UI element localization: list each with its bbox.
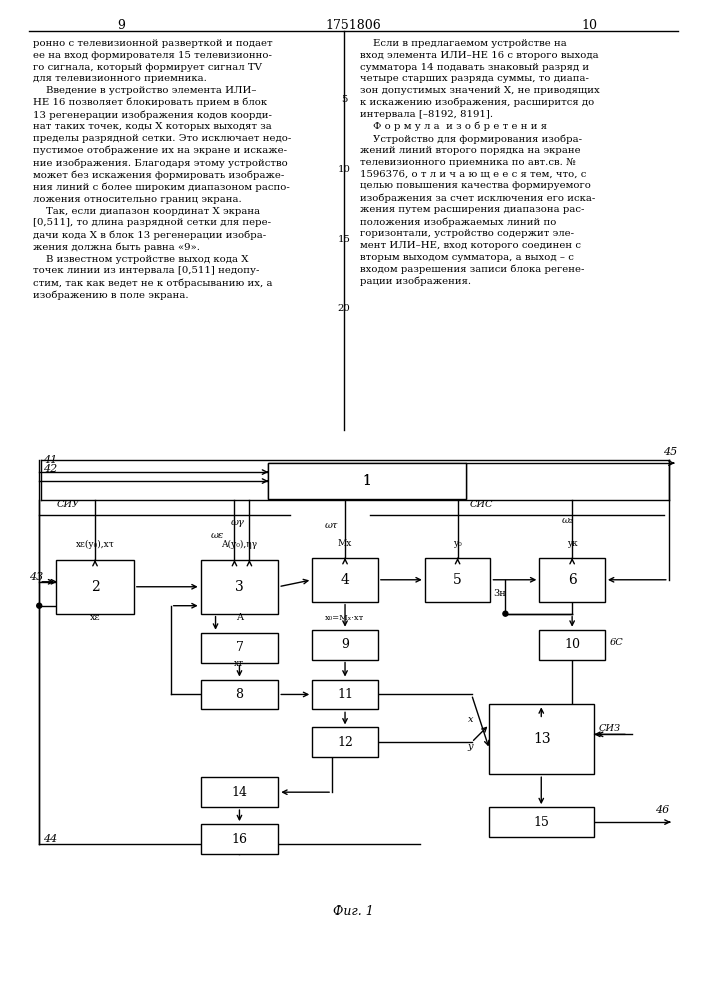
Bar [201,560,279,614]
Text: 43: 43 [29,572,44,582]
Text: ωε: ωε [211,531,224,540]
Text: 46: 46 [655,805,669,815]
Text: 15: 15 [534,816,550,829]
Text: y₀: y₀ [453,539,462,548]
Text: Mх: Mх [338,539,352,548]
Text: 5: 5 [341,95,347,104]
Text: 3: 3 [235,580,244,594]
Circle shape [37,603,42,608]
Text: 8: 8 [235,688,243,701]
Text: 1: 1 [363,474,371,488]
Text: 41: 41 [43,455,57,465]
Bar [201,680,279,709]
Text: 6: 6 [568,573,576,587]
Text: 45: 45 [662,447,677,457]
Text: ωγ: ωγ [230,518,245,527]
Text: 15: 15 [338,235,351,244]
Text: yκ: yκ [567,539,578,548]
Text: 44: 44 [43,834,57,844]
Text: 10: 10 [581,19,597,32]
Text: ωτ: ωτ [325,521,339,530]
Text: x: x [467,715,473,724]
Text: 12: 12 [337,736,353,749]
Text: A: A [236,613,243,622]
Text: 5: 5 [453,573,462,587]
Bar [312,680,378,709]
Text: xε: xε [90,613,100,622]
Text: x₀=Mₓ·xт: x₀=Mₓ·xт [325,614,365,622]
Text: A(y₀),ηγ: A(y₀),ηγ [221,540,257,549]
Text: Если в предлагаемом устройстве на
вход элемента ИЛИ–НЕ 16 с второго выхода
сумма: Если в предлагаемом устройстве на вход э… [360,39,600,286]
Bar [312,630,378,660]
Bar [539,630,605,660]
Text: ронно с телевизионной разверткой и подает
ее на вход формирователя 15 телевизион: ронно с телевизионной разверткой и подае… [33,39,291,300]
Text: 20: 20 [338,304,351,313]
Text: СИС: СИС [469,500,493,509]
Text: Фиг. 1: Фиг. 1 [332,905,373,918]
Text: 3н: 3н [493,589,506,598]
Text: xт: xт [235,659,245,668]
Text: 11: 11 [337,688,353,701]
Bar [56,560,134,614]
Text: 7: 7 [235,641,243,654]
Text: 10: 10 [564,638,580,651]
Bar [201,777,279,807]
Text: 4: 4 [341,573,349,587]
Bar [489,807,594,837]
Text: 14: 14 [231,786,247,799]
Bar [312,727,378,757]
Text: 6С: 6С [610,638,624,647]
Bar [269,463,465,499]
Text: 1: 1 [363,474,371,488]
Text: 1751806: 1751806 [325,19,381,32]
Circle shape [503,611,508,616]
Text: xε(y₀),xτ: xε(y₀),xτ [76,540,115,549]
Text: 16: 16 [231,833,247,846]
Bar [269,463,465,499]
Text: ω₂: ω₂ [562,516,574,525]
Text: СИЗ: СИЗ [599,724,621,733]
Text: 42: 42 [43,464,57,474]
Text: 10: 10 [338,165,351,174]
Text: 9: 9 [341,638,349,651]
Bar [425,558,491,602]
Text: 13: 13 [533,732,551,746]
Bar [201,824,279,854]
Bar [489,704,594,774]
Text: y: y [467,742,473,751]
Text: 9: 9 [117,19,125,32]
Text: СИУ: СИУ [56,500,79,509]
Bar [312,558,378,602]
Bar [201,633,279,663]
Text: 2: 2 [90,580,100,594]
Bar [539,558,605,602]
